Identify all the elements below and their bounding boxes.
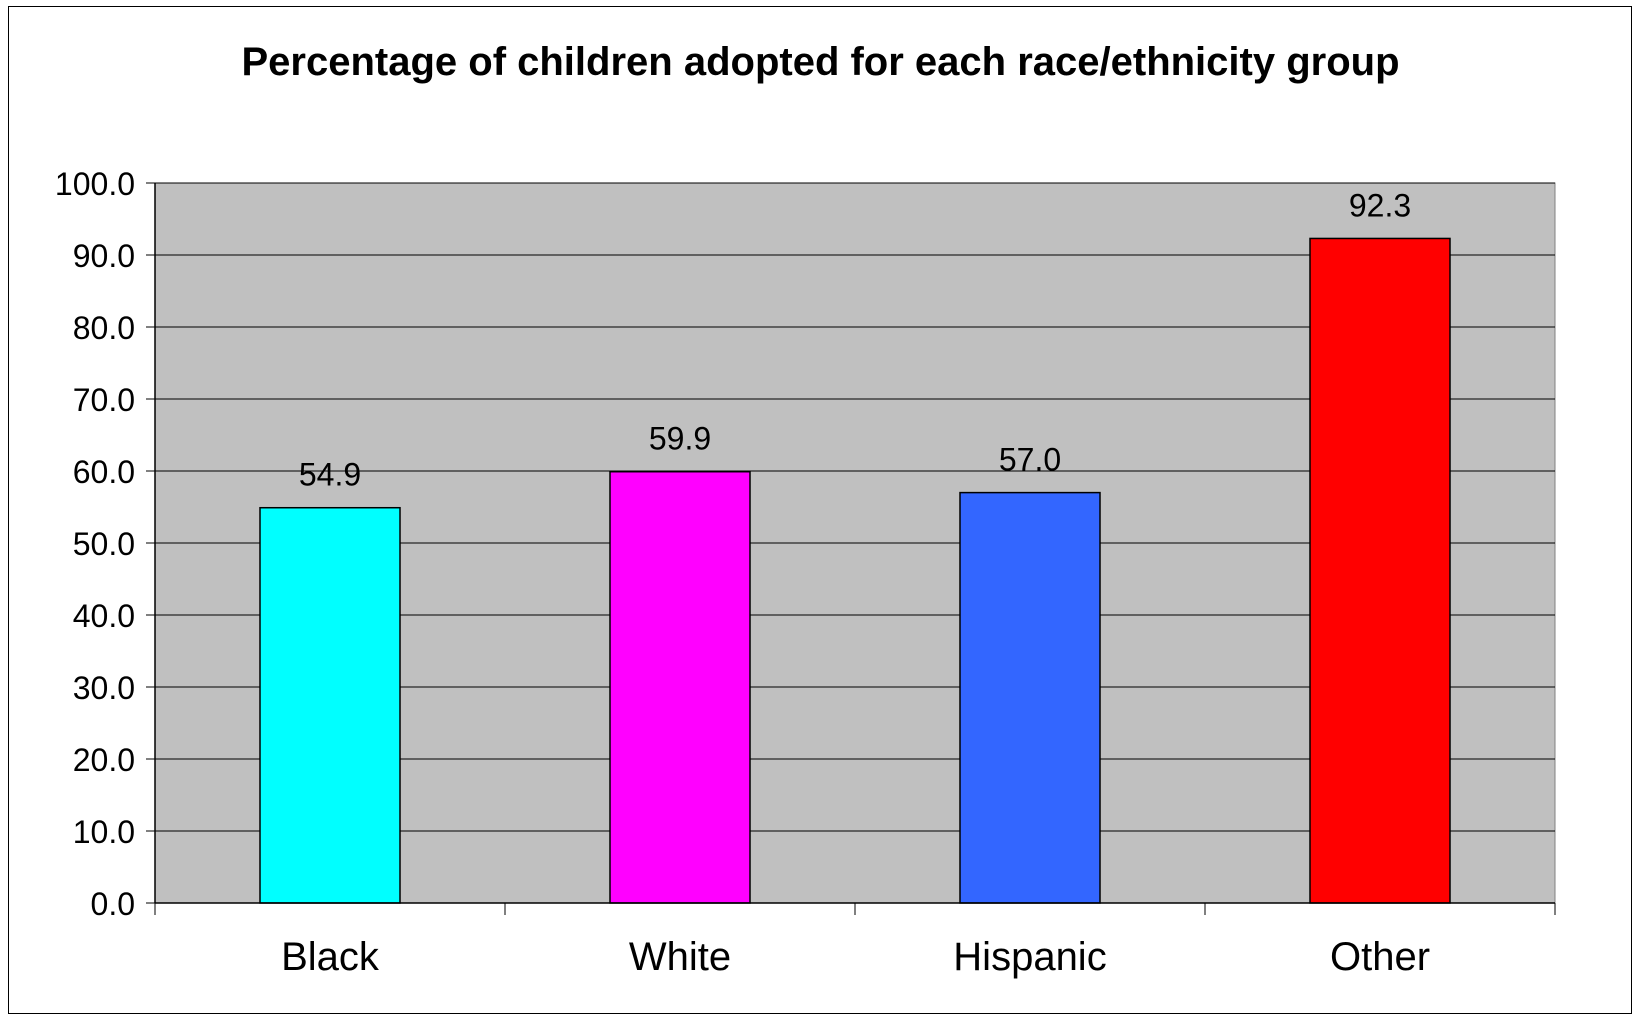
- data-label: 59.9: [649, 421, 711, 457]
- data-label: 92.3: [1349, 187, 1411, 223]
- y-tick-label: 80.0: [73, 310, 135, 346]
- y-tick-label: 60.0: [73, 454, 135, 490]
- y-tick-label: 90.0: [73, 238, 135, 274]
- y-tick-label: 0.0: [91, 886, 135, 922]
- bar-other: [1309, 237, 1451, 904]
- bar-hispanic: [959, 491, 1101, 904]
- y-tick-label: 20.0: [73, 742, 135, 778]
- bars: [259, 237, 1451, 904]
- labels: 0.0 10.0 20.0 30.0 40.0 50.0 60.0 70.0 80.0 90.0 1…: [55, 166, 1430, 979]
- y-tick-label: 70.0: [73, 382, 135, 418]
- data-label: 57.0: [999, 442, 1061, 478]
- x-tick-label: White: [629, 935, 731, 979]
- y-tick-label: 100.0: [55, 166, 135, 202]
- y-tick-label: 10.0: [73, 814, 135, 850]
- bar-black: [259, 506, 401, 904]
- axes: [146, 182, 1556, 915]
- data-label: 54.9: [299, 457, 361, 493]
- x-tick-label: Other: [1330, 935, 1430, 979]
- bar-white: [609, 470, 751, 904]
- x-tick-label: Hispanic: [953, 935, 1106, 979]
- y-tick-label: 30.0: [73, 670, 135, 706]
- y-tick-label: 40.0: [73, 598, 135, 634]
- x-tick-label: Black: [281, 935, 380, 979]
- chart-title: Percentage of children adopted for each …: [241, 40, 1400, 84]
- y-tick-label: 50.0: [73, 526, 135, 562]
